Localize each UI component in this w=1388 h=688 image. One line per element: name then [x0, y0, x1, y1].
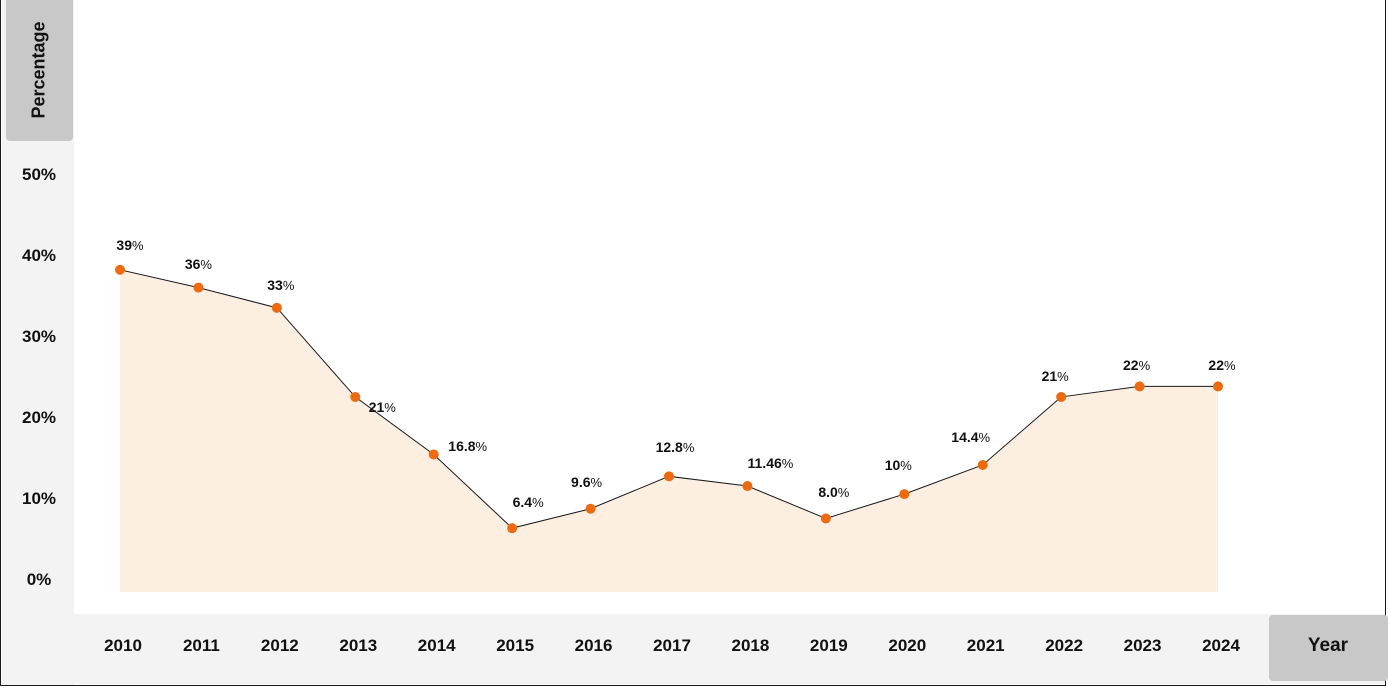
- data-label-2022: 21%: [1042, 368, 1069, 384]
- data-point-2023: [1134, 381, 1145, 392]
- data-label-2013: 21%: [369, 399, 396, 415]
- x-tick-label: 2018: [731, 636, 770, 655]
- data-point-2013: [350, 391, 361, 402]
- data-label-value: 16.8: [448, 438, 476, 455]
- data-label-unit: %: [282, 277, 295, 293]
- data-label-value: 14.4: [951, 428, 979, 445]
- data-label-unit: %: [900, 458, 912, 474]
- data-markers: [115, 264, 1223, 534]
- data-label-value: 9.6: [571, 473, 591, 490]
- data-label-2010: 39%: [116, 237, 143, 253]
- data-point-2015: [507, 523, 518, 534]
- x-tick-label: 2016: [574, 636, 613, 655]
- data-label-unit: %: [1138, 358, 1151, 374]
- data-label-unit: %: [475, 439, 488, 455]
- x-tick-label: 2023: [1123, 636, 1162, 655]
- data-point-2022: [1056, 391, 1067, 402]
- x-tick-label: 2021: [966, 636, 1005, 655]
- data-label-unit: %: [978, 429, 991, 445]
- data-label-2014: 16.8%: [448, 438, 487, 454]
- data-point-2018: [742, 481, 753, 492]
- data-label-unit: %: [532, 495, 544, 511]
- x-tick-label: 2024: [1202, 636, 1240, 655]
- x-tick-label: 2017: [653, 636, 691, 655]
- data-point-2021: [977, 459, 988, 470]
- data-label-value: 22: [1122, 357, 1139, 374]
- data-label-2020: 10%: [885, 457, 912, 473]
- data-point-2011: [193, 282, 204, 293]
- data-label-value: 39: [116, 236, 133, 253]
- data-point-2017: [664, 471, 674, 482]
- data-label-2011: 36%: [185, 256, 212, 272]
- y-tick-label: 40%: [21, 246, 57, 265]
- data-label-unit: %: [682, 440, 695, 456]
- data-label-value: 10: [884, 457, 901, 474]
- data-point-2016: [585, 503, 596, 514]
- data-label-2018: 11.46%: [748, 455, 794, 471]
- x-tick-label: 2015: [496, 636, 535, 655]
- data-label-2012: 33%: [267, 277, 294, 293]
- y-tick-label: 10%: [21, 489, 57, 508]
- data-label-value: 6.4: [512, 494, 533, 511]
- data-label-unit: %: [837, 485, 850, 501]
- data-point-2010: [115, 264, 125, 275]
- data-label-2016: 9.6%: [571, 474, 602, 490]
- data-label-value: 11.46: [747, 455, 782, 472]
- x-tick-label: 2013: [339, 636, 378, 655]
- y-tick-label: 0%: [26, 570, 52, 589]
- data-label-value: 8.0: [818, 484, 838, 501]
- data-label-value: 33: [267, 276, 283, 293]
- data-label-2024: 22%: [1208, 357, 1235, 373]
- x-axis-gutter: [2, 614, 1386, 684]
- data-label-2021: 14.4%: [951, 429, 990, 445]
- x-axis-title: Year: [1307, 635, 1349, 656]
- data-point-2019: [820, 513, 831, 524]
- y-tick-label: 20%: [21, 408, 57, 427]
- data-point-2024: [1213, 381, 1223, 392]
- data-label-2017: 12.8%: [656, 439, 695, 455]
- y-tick-label: 50%: [21, 165, 57, 184]
- x-tick-label: 2011: [182, 636, 220, 655]
- data-label-2023: 22%: [1123, 357, 1150, 373]
- y-axis-title-box: [6, 0, 73, 141]
- data-label-unit: %: [1057, 368, 1069, 384]
- x-tick-label: 2012: [260, 636, 299, 655]
- data-label-unit: %: [384, 399, 396, 415]
- data-label-2019: 8.0%: [818, 484, 849, 500]
- data-label-unit: %: [132, 237, 144, 253]
- data-point-2012: [271, 302, 282, 313]
- x-axis-title-box: [1269, 615, 1388, 681]
- area-fill: [120, 269, 1218, 592]
- data-label-unit: %: [200, 256, 212, 272]
- data-label-value: 21: [1041, 367, 1058, 384]
- data-label-value: 36: [184, 255, 201, 272]
- x-tick-label: 2010: [104, 636, 142, 655]
- data-label-2015: 6.4%: [513, 494, 544, 510]
- x-tick-label: 2022: [1045, 636, 1084, 655]
- y-tick-label: 30%: [21, 327, 57, 346]
- data-label-unit: %: [1224, 358, 1236, 374]
- x-tick-label: 2020: [888, 636, 927, 655]
- data-point-2014: [428, 449, 439, 460]
- data-label-value: 22: [1208, 357, 1225, 374]
- data-label-unit: %: [781, 456, 794, 472]
- data-label-unit: %: [590, 474, 603, 490]
- x-tick-label: 2014: [417, 636, 456, 655]
- data-label-value: 21: [368, 398, 385, 415]
- x-tick-label: 2019: [809, 636, 848, 655]
- data-point-2020: [899, 489, 910, 500]
- data-label-value: 12.8: [655, 439, 683, 456]
